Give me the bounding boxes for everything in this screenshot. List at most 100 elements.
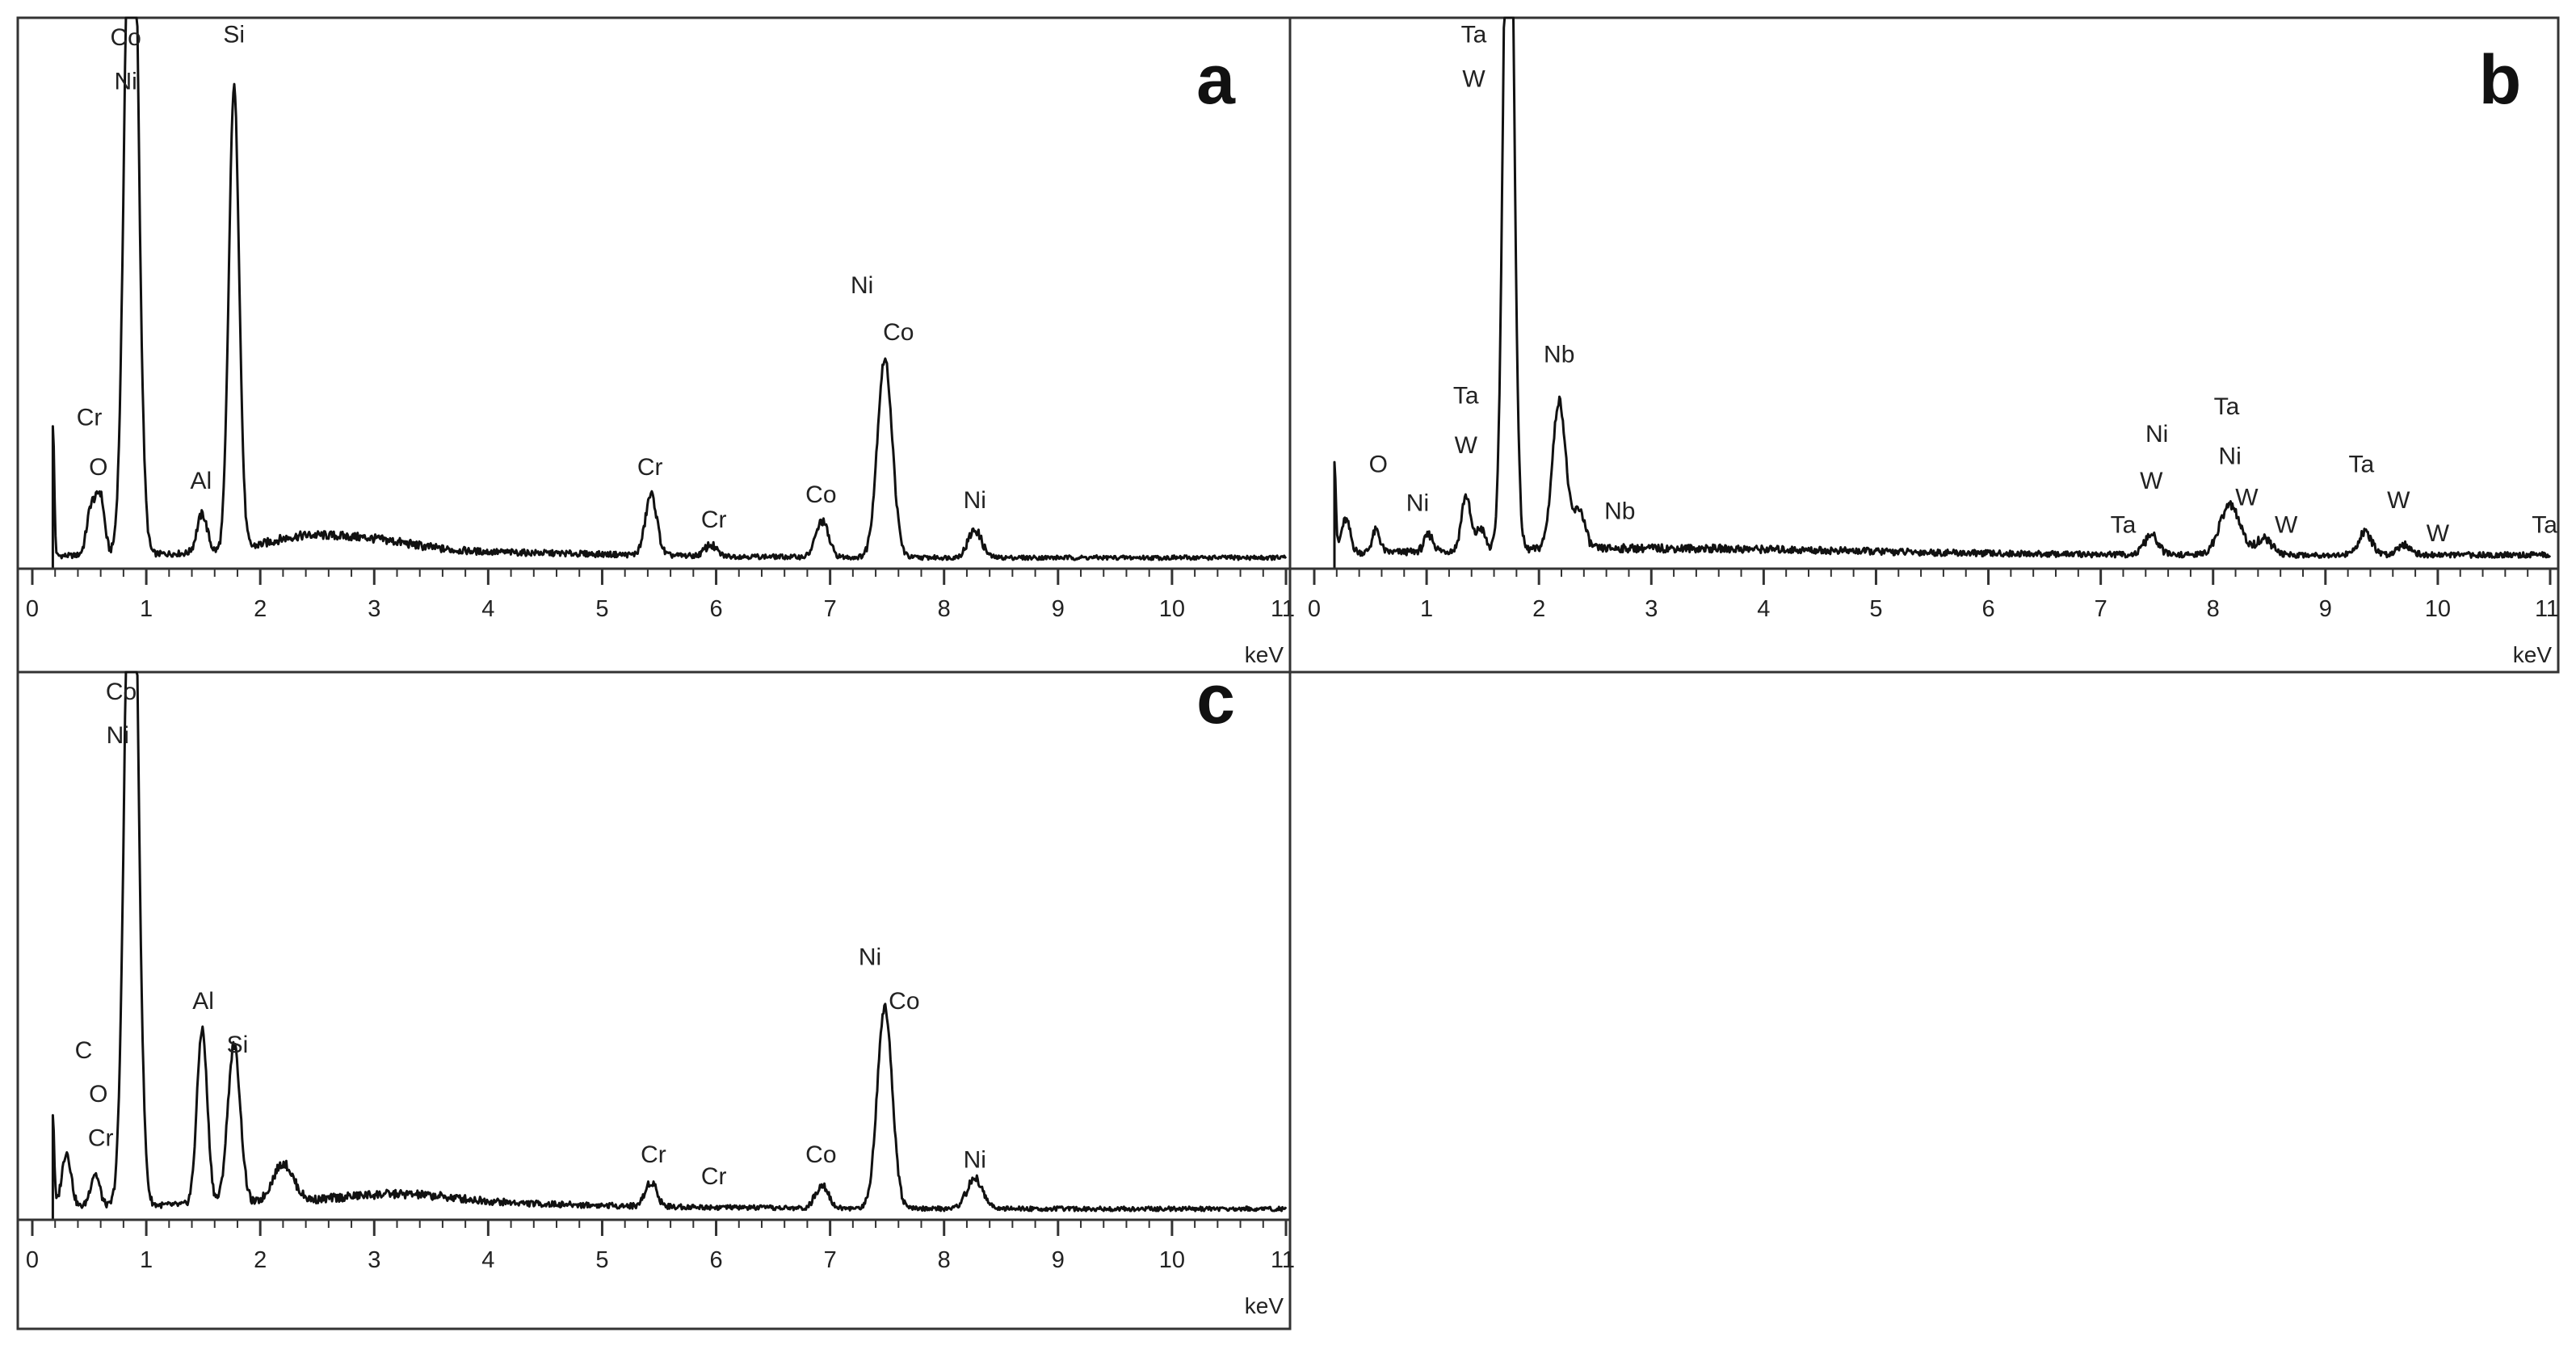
panel-c-x-tick-label: 8	[938, 1247, 951, 1273]
panel-b-frame	[1288, 16, 2560, 674]
panel-a-peak-label: Ni	[964, 487, 986, 514]
panel-c-peak-label: Si	[227, 1032, 249, 1058]
panel-c-ticks	[31, 1220, 1288, 1236]
panel-b-x-tick-label: 5	[1869, 596, 1882, 622]
panel-b-x-unit-label: keV	[2513, 642, 2553, 667]
panel-a-x-tick-label: 11	[1271, 596, 1295, 622]
panel-c-peak-label: Co	[889, 988, 919, 1015]
panel-b-peak-label: Nb	[1604, 498, 1635, 525]
panel-b-peak-label: W	[1462, 65, 1486, 92]
panel-a-ticks	[31, 569, 1288, 585]
panel-c-x-tick-label: 0	[26, 1247, 39, 1273]
panel-b-x-tick-label: 11	[2535, 596, 2559, 622]
panel-c-peak-label: Cr	[88, 1124, 114, 1151]
panel-c-peak-label: Cr	[701, 1163, 727, 1190]
panel-b-peak-label: Ta	[1453, 382, 1479, 409]
panel-a-peak-label: Ni	[851, 272, 873, 299]
panel-b-peak-label: Ta	[2214, 393, 2240, 420]
panel-a-peak-label: Ni	[115, 69, 137, 95]
panel-c-x-tick-label: 5	[595, 1247, 608, 1273]
panel-b-peak-label: W	[2427, 520, 2450, 547]
panel-c-spectrum-line	[51, 670, 1288, 1220]
panel-c-letter: c	[1196, 661, 1235, 738]
panel-a-peak-label: Cr	[701, 506, 727, 533]
panel-c-x-tick-label: 2	[254, 1247, 267, 1273]
panel-c-peak-label: Co	[805, 1141, 836, 1168]
panel-c-x-unit-label: keV	[1245, 1293, 1284, 1318]
panel-a-peak-label: Cr	[77, 405, 103, 431]
panel-b-x-tick-label: 1	[1420, 596, 1433, 622]
panel-c-x-tick-label: 3	[368, 1247, 380, 1273]
panel-b-peak-label: W	[2387, 487, 2410, 514]
panel-b-x-tick-label: 6	[1981, 596, 1994, 622]
panel-b-x-tick-label: 8	[2207, 596, 2220, 622]
panel-b-peak-label: Ta	[2348, 452, 2374, 478]
panel-a-x-tick-label: 1	[140, 596, 153, 622]
panel-c-peak-label: O	[89, 1081, 107, 1108]
panel-a-x-tick-label: 6	[709, 596, 722, 622]
panel-a-spectrum-line	[51, 16, 1288, 569]
panel-b-peak-label: W	[1455, 432, 1478, 459]
panel-a-x-tick-label: 10	[1159, 596, 1185, 622]
panel-c-peak-label: Co	[106, 679, 137, 705]
panel-b-x-tick-label: 0	[1308, 596, 1321, 622]
panel-c-x-tick-label: 7	[824, 1247, 837, 1273]
panel-c-peak-label: Ni	[859, 944, 881, 971]
panel-a-x-tick-label: 4	[481, 596, 494, 622]
panel-c-peak-label: Cr	[641, 1141, 666, 1168]
panel-c-x-tick-label: 1	[140, 1247, 153, 1273]
panel-b-peak-label: Ta	[2532, 512, 2557, 539]
panel-b-peak-label: W	[2275, 512, 2298, 539]
panel-b-peak-label: Nb	[1544, 341, 1574, 368]
panel-b-x-tick-label: 7	[2095, 596, 2107, 622]
panel-b-x-tick-label: 2	[1532, 596, 1545, 622]
panel-c-x-tick-label: 9	[1052, 1247, 1065, 1273]
panel-b-spectrum-line	[1333, 16, 2552, 569]
panel-c-x-tick-label: 10	[1159, 1247, 1185, 1273]
panel-a-peak-labels: Co Ni Si Cr O Al Ni Co Cr Cr Co Ni	[77, 22, 986, 533]
panel-a-x-tick-label: 0	[26, 596, 39, 622]
panel-b-x-tick-label: 3	[1645, 596, 1658, 622]
panel-b-x-tick-label: 9	[2319, 596, 2332, 622]
panel-a-x-tick-label: 8	[938, 596, 951, 622]
panel-b-peak-label: Ta	[1461, 22, 1487, 48]
panel-c-peak-label: Ni	[107, 722, 129, 749]
panel-a-x-tick-label: 9	[1052, 596, 1065, 622]
panel-b-peak-label: Ta	[2111, 512, 2137, 539]
panel-b-peak-label: W	[2140, 468, 2163, 494]
panel-a-x-tick-label: 7	[824, 596, 837, 622]
panel-a-letter: a	[1196, 41, 1236, 119]
panel-b-x-tick-label: 4	[1757, 596, 1770, 622]
panel-c-peak-label: Al	[192, 988, 214, 1015]
panel-a-peak-label: Co	[111, 24, 141, 51]
panel-a-x-tick-label: 3	[368, 596, 380, 622]
panel-b-peak-label: Ni	[1406, 490, 1429, 516]
panel-a-x-unit-label: keV	[1245, 642, 1284, 667]
panel-a-peak-label: Al	[190, 468, 212, 494]
panel-b-x-tick-label: 10	[2425, 596, 2451, 622]
panel-a-peak-label: O	[89, 454, 107, 481]
panel-a-peak-label: Cr	[637, 454, 663, 481]
panel-a-x-tick-label: 2	[254, 596, 267, 622]
panel-b-ticks	[1313, 569, 2552, 585]
panel-a-peak-label: Si	[223, 22, 245, 48]
panel-b-tick-labels: 0 1 2 3 4 5 6 7 8 9 10 11	[1308, 596, 2559, 622]
panel-b-peak-label: O	[1369, 452, 1388, 478]
panel-b-peak-label: Ni	[2145, 421, 2168, 448]
panel-c-peak-labels: Co Ni Al Si CO Cr Ni Co Cr Cr Co Ni	[75, 679, 986, 1190]
panel-a-peak-label: Co	[883, 319, 914, 346]
panel-c-x-tick-label: 11	[1271, 1247, 1295, 1273]
panel-b-peak-label: Ni	[2218, 443, 2241, 469]
panel-c-peak-label: Ni	[964, 1147, 986, 1174]
panel-b-peak-label: W	[2235, 485, 2259, 511]
panel-c-frame	[16, 670, 1292, 1330]
panel-c-x-tick-label: 4	[481, 1247, 494, 1273]
panel-a-peak-label: Co	[805, 481, 836, 508]
panel-c-tick-labels: 0 1 2 3 4 5 6 7 8 9 10 11	[26, 1247, 1295, 1273]
panel-a-x-tick-label: 5	[595, 596, 608, 622]
panel-c-x-tick-label: 6	[709, 1247, 722, 1273]
